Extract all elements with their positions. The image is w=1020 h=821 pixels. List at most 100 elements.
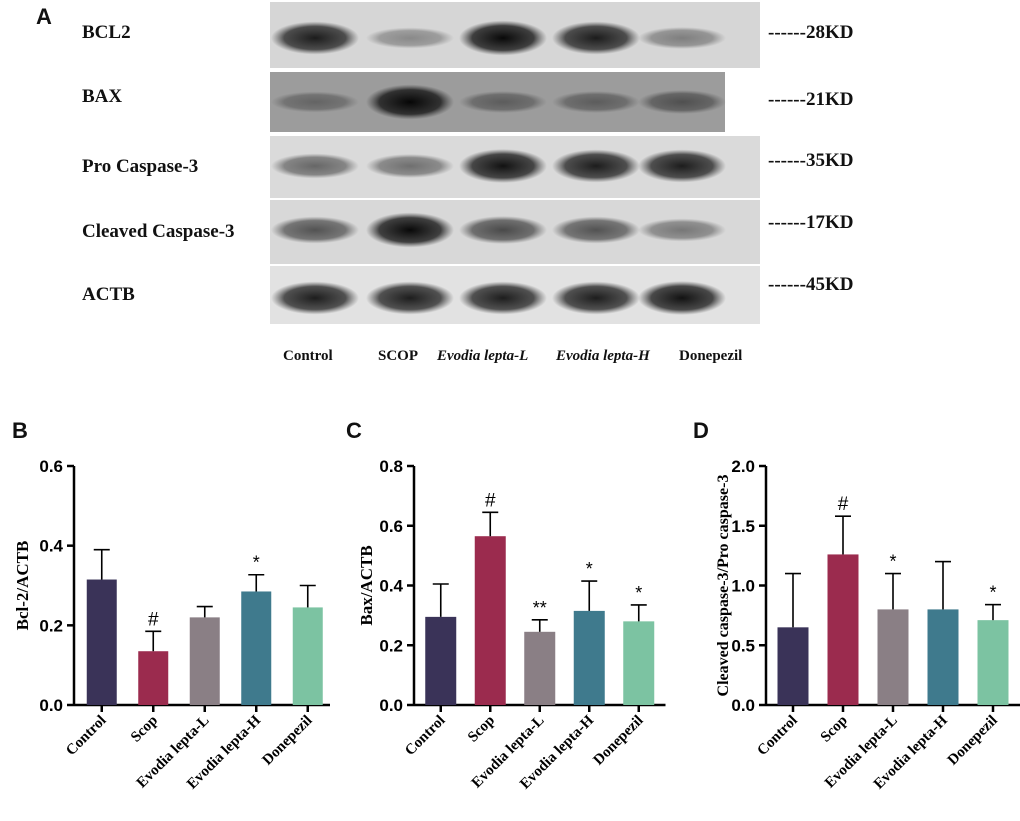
bar xyxy=(777,627,809,705)
kd-label-pro-caspase3: ------35KD xyxy=(768,150,854,171)
blot-band-4-4 xyxy=(638,281,726,315)
x-tick-label: Donepezil xyxy=(945,713,1001,769)
lane-label-control: Control xyxy=(283,348,333,364)
y-tick-label: 1.5 xyxy=(731,517,755,536)
x-tick-label: Scop xyxy=(465,713,498,746)
significance-mark: * xyxy=(635,583,642,603)
y-axis-label: Bax/ACTB xyxy=(357,545,376,625)
bar xyxy=(292,607,323,705)
y-tick-label: 0.0 xyxy=(39,696,63,715)
bar xyxy=(927,609,959,705)
blot-band-1-4 xyxy=(638,90,726,114)
blot-band-3-3 xyxy=(552,216,640,244)
y-tick-label: 0.0 xyxy=(731,696,755,715)
panel-letter-c: C xyxy=(346,418,362,443)
blot-band-2-0 xyxy=(271,153,359,179)
kd-label-cleaved-caspase3: ------17KD xyxy=(768,212,854,233)
bar xyxy=(623,621,655,705)
lane-label-evodia-l: Evodia lepta-L xyxy=(437,348,529,364)
significance-mark: ** xyxy=(533,598,547,618)
x-tick-label: Scop xyxy=(128,713,161,746)
kd-label-actb: ------45KD xyxy=(768,274,854,295)
chart-bcl2-actb: 0.00.20.40.6Bcl-2/ACTBControl#ScopEvodia… xyxy=(13,457,330,792)
bar xyxy=(474,536,506,705)
y-axis-label: Cleaved caspase-3/Pro caspase-3 xyxy=(715,475,732,697)
y-tick-label: 0.6 xyxy=(39,457,63,476)
lane-label-donepezil: Donepezil xyxy=(679,348,743,364)
y-tick-label: 0.2 xyxy=(39,616,63,635)
bar xyxy=(425,616,457,705)
blot-band-4-2 xyxy=(459,281,547,315)
y-axis-label: Bcl-2/ACTB xyxy=(13,541,32,631)
blot-band-0-4 xyxy=(638,27,726,49)
blot-band-4-3 xyxy=(552,281,640,315)
y-tick-label: 0.2 xyxy=(379,636,403,655)
y-tick-label: 2.0 xyxy=(731,457,755,476)
western-blot-image xyxy=(270,2,760,324)
blot-band-3-4 xyxy=(638,218,726,242)
y-tick-label: 0.6 xyxy=(379,517,403,536)
blot-band-0-0 xyxy=(271,21,359,55)
blot-label-bcl2: BCL2 xyxy=(82,22,131,43)
blot-band-2-1 xyxy=(366,154,454,178)
bar xyxy=(524,631,556,705)
chart-bax-actb: 0.00.20.40.60.8Bax/ACTBControl#Scop**Evo… xyxy=(357,457,666,792)
blot-band-0-2 xyxy=(459,20,547,56)
x-tick-label: Control xyxy=(402,713,448,759)
blot-band-1-1 xyxy=(366,84,454,120)
bar xyxy=(827,554,859,705)
panel-letter-d: D xyxy=(693,418,709,443)
blot-band-4-1 xyxy=(366,281,454,315)
blot-band-1-3 xyxy=(552,91,640,113)
y-tick-label: 0.8 xyxy=(379,457,403,476)
chart-plot: 0.00.20.40.60.8Bax/ACTBControl#Scop**Evo… xyxy=(357,457,666,792)
panel-letter-b: B xyxy=(12,418,28,443)
blot-band-0-1 xyxy=(366,27,454,49)
blot-band-4-0 xyxy=(271,281,359,315)
bar xyxy=(573,610,605,705)
y-tick-label: 1.0 xyxy=(731,577,755,596)
y-tick-label: 0.5 xyxy=(731,636,755,655)
chart-plot: 0.00.20.40.6Bcl-2/ACTBControl#ScopEvodia… xyxy=(13,457,330,792)
significance-mark: # xyxy=(148,609,159,630)
bar xyxy=(241,591,272,705)
blot-band-3-2 xyxy=(459,216,547,244)
significance-mark: * xyxy=(253,553,260,573)
significance-mark: # xyxy=(838,494,849,515)
kd-label-bcl2: ------28KD xyxy=(768,22,854,43)
bar xyxy=(189,617,220,705)
blot-band-0-3 xyxy=(552,21,640,55)
blot-band-1-2 xyxy=(459,91,547,113)
kd-label-bax: ------21KD xyxy=(768,89,854,110)
blot-band-2-4 xyxy=(638,149,726,183)
x-tick-label: Donepezil xyxy=(259,713,315,769)
significance-mark: * xyxy=(989,583,996,603)
x-tick-label: Donepezil xyxy=(590,713,646,769)
x-tick-label: Control xyxy=(63,713,109,759)
y-tick-label: 0.4 xyxy=(379,577,403,596)
blot-band-3-1 xyxy=(366,212,454,248)
significance-mark: # xyxy=(485,490,496,511)
blot-label-bax: BAX xyxy=(82,86,123,107)
lane-label-scop: SCOP xyxy=(378,348,419,364)
significance-mark: * xyxy=(889,552,896,572)
x-tick-label: Scop xyxy=(818,713,851,746)
y-tick-label: 0.4 xyxy=(39,537,63,556)
blot-band-1-0 xyxy=(271,91,359,113)
bar xyxy=(877,609,909,705)
blot-label-cleaved-caspase3: Cleaved Caspase-3 xyxy=(82,221,235,242)
blot-band-2-2 xyxy=(459,149,547,183)
significance-mark: * xyxy=(586,559,593,579)
blot-label-pro-caspase3: Pro Caspase-3 xyxy=(82,156,199,177)
blot-band-2-3 xyxy=(552,149,640,183)
blot-band-3-0 xyxy=(271,216,359,244)
blot-label-actb: ACTB xyxy=(82,284,135,305)
y-tick-label: 0.0 xyxy=(379,696,403,715)
panel-letter-a: A xyxy=(36,4,52,29)
lane-label-evodia-h: Evodia lepta-H xyxy=(556,348,650,364)
bar xyxy=(138,651,169,705)
x-tick-label: Control xyxy=(754,713,800,759)
bar xyxy=(977,620,1009,705)
